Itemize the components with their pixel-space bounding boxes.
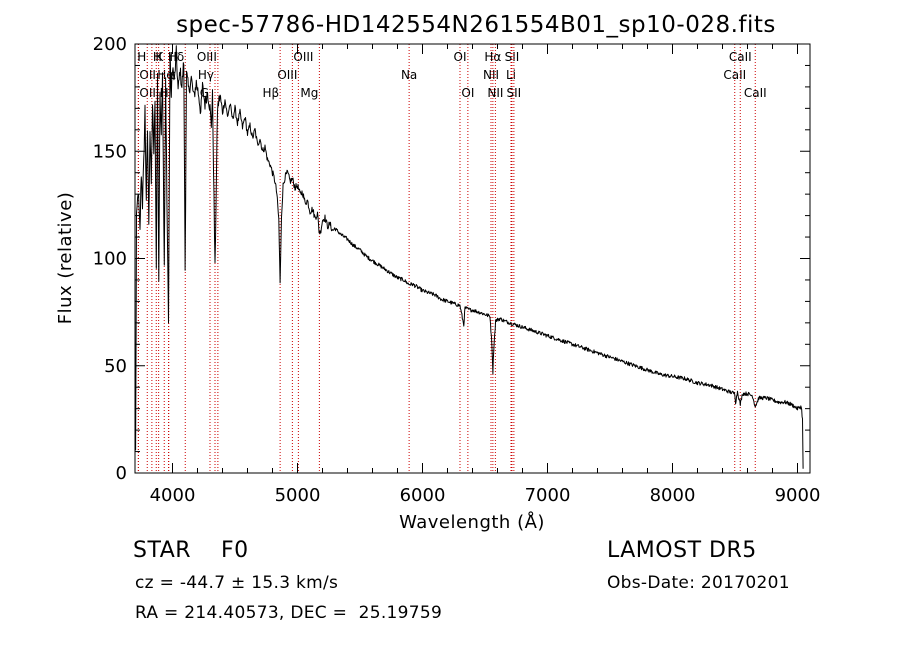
object-class: STAR F0 xyxy=(133,538,249,563)
spectrum-line xyxy=(134,45,804,469)
line-marker-label: Hγ xyxy=(198,68,214,82)
line-marker-label: SII xyxy=(507,86,522,100)
y-tick-label: 200 xyxy=(93,34,127,55)
line-marker-label: K xyxy=(155,50,164,64)
line-marker-label: OIII xyxy=(197,50,217,64)
line-marker-label: OI xyxy=(454,50,467,64)
plot-frame xyxy=(134,43,811,474)
line-marker-label: Hβ xyxy=(262,86,279,100)
line-marker-label: G xyxy=(200,86,209,100)
line-marker-label: CaII xyxy=(723,68,746,82)
line-marker-label: Na xyxy=(401,68,417,82)
line-marker-label: Hα xyxy=(484,50,501,64)
line-marker-label: Li xyxy=(506,68,516,82)
line-marker-label: ε xyxy=(170,68,177,82)
line-marker-label: Mg xyxy=(300,86,318,100)
axes: 4000 5000 6000 7000 8000 9000 0 50 100 150 200 xyxy=(93,34,821,506)
y-tick-label: 100 xyxy=(93,249,127,270)
x-tick-label: 4000 xyxy=(150,485,196,506)
x-axis-label: Wavelength (Å) xyxy=(399,511,545,533)
y-tick-label: 0 xyxy=(116,463,127,484)
survey-name: LAMOST DR5 xyxy=(607,538,757,563)
line-markers: OIIOIIHHHeHKHεHδGHγOIIIHβOIIIOIIIMgNaOIO… xyxy=(137,44,767,473)
x-tick-label: 7000 xyxy=(525,485,571,506)
line-marker-label: H xyxy=(153,50,162,64)
line-marker-label: CaII xyxy=(729,50,752,64)
line-marker-label: OI xyxy=(461,86,474,100)
y-tick-label: 150 xyxy=(93,141,127,162)
line-marker-label: OIII xyxy=(293,50,313,64)
line-marker-label: OIII xyxy=(277,68,297,82)
x-tick-label: 9000 xyxy=(775,485,821,506)
x-tick-label: 5000 xyxy=(275,485,321,506)
line-marker-label: H xyxy=(137,50,146,64)
y-tick-label: 50 xyxy=(104,356,127,377)
line-marker-label: SII xyxy=(505,50,520,64)
x-tick-label: 8000 xyxy=(650,485,696,506)
y-axis-label: Flux (relative) xyxy=(55,192,76,325)
redshift-cz: cz = -44.7 ± 15.3 km/s xyxy=(135,573,339,593)
line-marker-label: CaII xyxy=(744,86,767,100)
chart-title: spec-57786-HD142554N261554B01_sp10-028.f… xyxy=(176,12,776,38)
ra-dec-coordinates: RA = 214.40573, DEC = 25.19759 xyxy=(135,603,443,623)
spectrum-series xyxy=(134,45,804,469)
x-tick-label: 6000 xyxy=(400,485,446,506)
line-marker-label: H xyxy=(170,50,179,64)
line-marker-label: NII xyxy=(487,86,503,100)
observation-date: Obs-Date: 20170201 xyxy=(607,573,790,593)
line-marker-label: NII xyxy=(483,68,499,82)
